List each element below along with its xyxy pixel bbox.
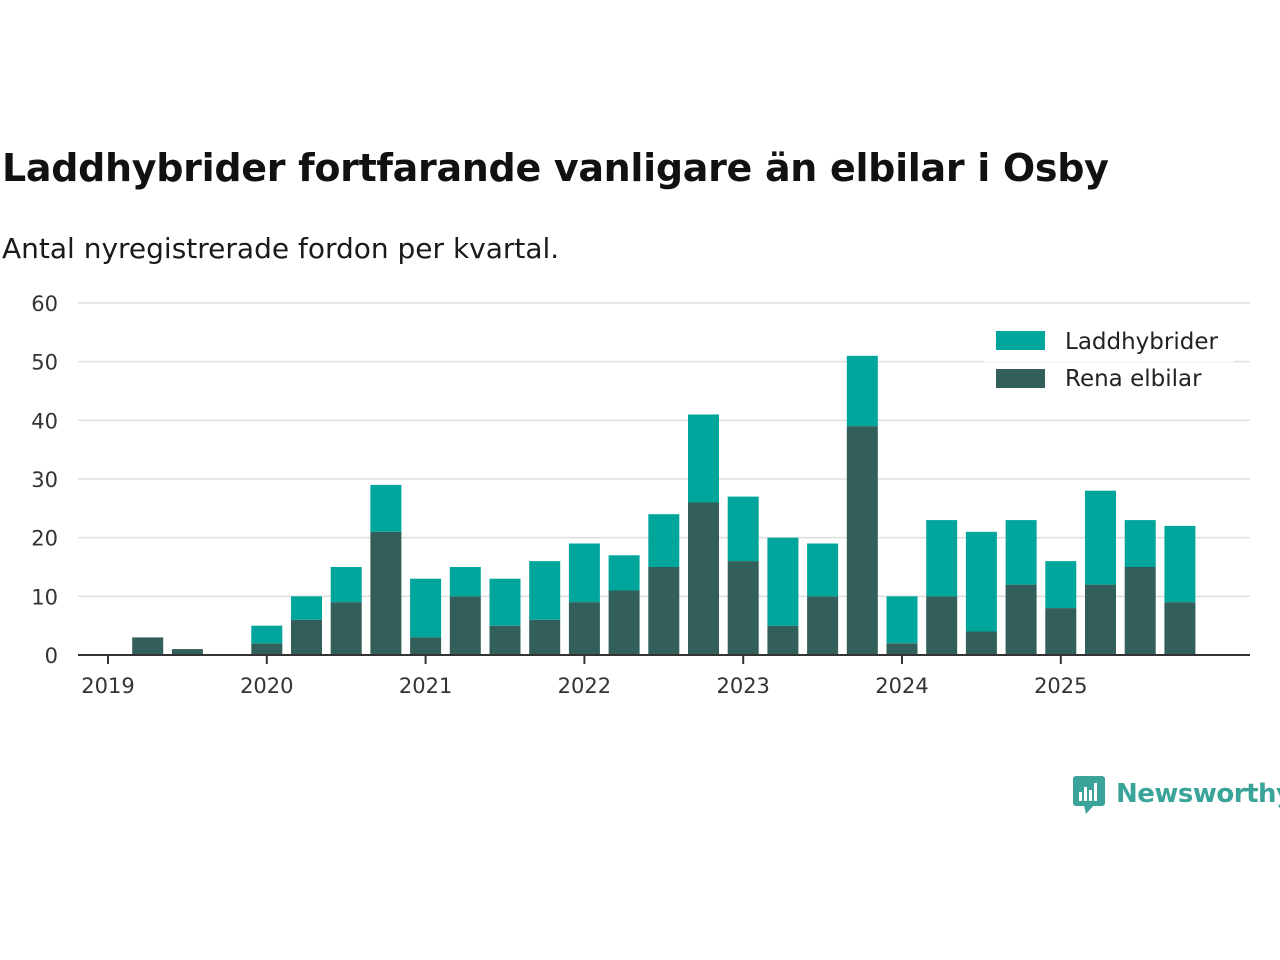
x-tick-label-2025: 2025 [1034,674,1087,698]
bar-rena-elbilar-2022-q3 [648,567,680,655]
bar-laddhybrider-2020-q2 [291,596,322,620]
bar-laddhybrider-2024-q4 [1005,520,1037,585]
chart-title: Laddhybrider fortfarande vanligare än el… [2,146,1109,190]
bar-rena-elbilar-2021-q4 [529,619,561,655]
bar-laddhybrider-2023-q1 [727,496,759,562]
bar-laddhybrider-2022-q1 [568,543,600,603]
bar-rena-elbilar-2023-q4 [846,426,878,655]
bar-laddhybrider-2021-q2 [449,567,481,597]
axes: 0 10 20 30 40 50 60 2019 2020 2021 2022 2023 2024 202… [31,292,1250,698]
bar-rena-elbilar-2024-q2 [926,596,958,655]
bar-laddhybrider-2025-q2 [1085,490,1116,585]
bar-rena-elbilar-2024-q4 [1005,584,1037,655]
bar-laddhybrider-2021-q4 [529,561,561,620]
bar-rena-elbilar-2022-q4 [688,502,719,655]
y-tick-label: 50 [31,351,58,375]
y-tick-label: 10 [31,585,58,609]
bar-rena-elbilar-2023-q3 [807,596,839,655]
legend-label-rena-elbilar: Rena elbilar [1065,366,1202,392]
brand-name: Newsworthy [1116,779,1280,809]
x-tick-label-2023: 2023 [716,674,769,698]
bar-rena-elbilar-2020-q4 [370,531,402,655]
bar-laddhybrider-2024-q2 [926,520,958,597]
bar-rena-elbilar-2025-q1 [1045,608,1077,655]
x-tick-label-2024: 2024 [875,674,928,698]
bar-laddhybrider-2024-q3 [965,531,997,632]
bar-rena-elbilar-2022-q1 [568,602,600,655]
bar-laddhybrider-2025-q1 [1045,561,1077,608]
y-tick-label: 20 [31,527,58,551]
bar-rena-elbilar-2023-q1 [727,561,759,655]
y-tick-label: 40 [31,409,58,433]
x-tick-label-2020: 2020 [240,674,293,698]
bars [132,355,1196,655]
bar-laddhybrider-2023-q3 [807,543,839,597]
bar-rena-elbilar-2024-q3 [965,631,997,655]
bar-laddhybrider-2022-q3 [648,514,680,567]
bar-rena-elbilar-2020-q1 [251,643,283,655]
bar-laddhybrider-2020-q1 [251,625,283,644]
bar-rena-elbilar-2021-q3 [489,625,521,655]
bar-rena-elbilar-2021-q1 [410,637,442,655]
bar-rena-elbilar-2025-q4 [1164,602,1196,655]
legend: Laddhybrider Rena elbilar [984,322,1234,392]
newsworthy-logo-icon [1073,776,1105,814]
bar-laddhybrider-2021-q1 [410,578,442,638]
bar-laddhybrider-2022-q4 [688,414,719,503]
x-tick-label-2022: 2022 [558,674,611,698]
bar-rena-elbilar-2025-q2 [1085,584,1116,655]
y-tick-label: 60 [31,292,58,316]
bar-rena-elbilar-2024-q1 [886,643,918,655]
y-tick-label: 0 [45,644,58,668]
bar-rena-elbilar-2021-q2 [449,596,481,655]
newsworthy-logo: Newsworthy [1072,774,1280,814]
legend-label-laddhybrider: Laddhybrider [1065,329,1218,355]
bar-laddhybrider-2025-q4 [1164,525,1196,603]
bar-laddhybrider-2022-q2 [608,555,640,591]
legend-swatch-laddhybrider [996,331,1045,350]
chart-subtitle: Antal nyregistrerade fordon per kvartal. [2,232,560,265]
y-tick-label: 30 [31,468,58,492]
bar-laddhybrider-2024-q1 [886,596,918,644]
x-tick-label-2021: 2021 [399,674,452,698]
bar-laddhybrider-2025-q3 [1124,520,1156,567]
bar-laddhybrider-2023-q4 [846,355,878,427]
bar-laddhybrider-2021-q3 [489,578,521,626]
bar-rena-elbilar-2019-q2 [132,637,164,655]
bar-rena-elbilar-2019-q3 [171,649,203,655]
bar-rena-elbilar-2023-q2 [767,625,799,655]
bar-laddhybrider-2023-q2 [767,537,799,626]
bar-rena-elbilar-2020-q2 [291,619,322,655]
bar-laddhybrider-2020-q3 [330,567,362,603]
bar-rena-elbilar-2025-q3 [1124,567,1156,655]
bar-rena-elbilar-2020-q3 [330,602,362,655]
legend-swatch-rena-elbilar [996,369,1045,388]
x-tick-label-2019: 2019 [81,674,134,698]
bar-laddhybrider-2020-q4 [370,484,402,532]
bar-rena-elbilar-2022-q2 [608,590,640,655]
